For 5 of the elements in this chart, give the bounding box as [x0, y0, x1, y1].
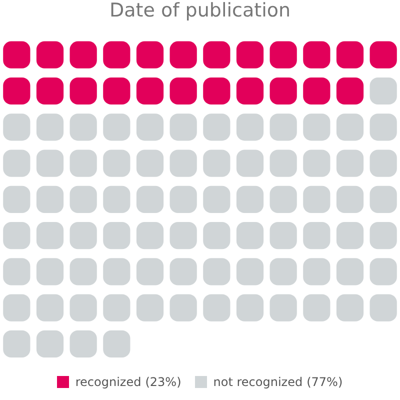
category-label: not recognized	[213, 375, 303, 389]
category-label: recognized	[75, 375, 142, 389]
data-label: (77%)	[306, 375, 343, 389]
data-label: (23%)	[145, 375, 182, 389]
text: Date of publication	[109, 0, 291, 22]
